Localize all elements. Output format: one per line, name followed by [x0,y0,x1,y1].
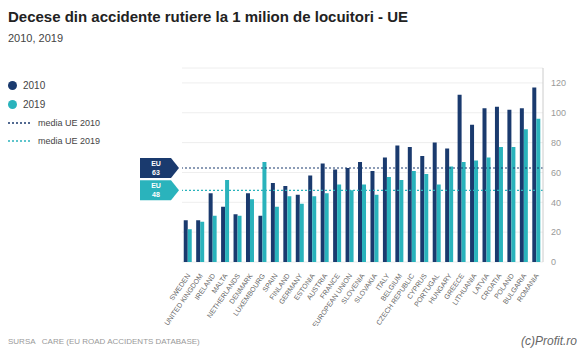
html-text:2010, 2019: 2010, 2019 [8,32,64,44]
svg-text:NETHERLANDS: NETHERLANDS [205,272,242,319]
svg-text:120: 120 [551,78,566,88]
svg-text:EU: EU [151,160,161,167]
svg-text:ITALY: ITALY [374,272,391,292]
svg-text:IRELAND: IRELAND [193,272,217,302]
svg-text:100: 100 [551,108,566,118]
svg-text:ROMANIA: ROMANIA [516,272,541,303]
svg-text:MALTA: MALTA [210,272,229,295]
html-text:SURSA CARE (EU ROAD ACCIDENTS: SURSA CARE (EU ROAD ACCIDENTS DATABASE) [8,337,200,346]
svg-text:CROATIA: CROATIA [479,272,503,302]
svg-text:HUNGARY: HUNGARY [427,272,453,305]
html-text:(c)Profit.ro: (c)Profit.ro [521,334,577,348]
svg-text:LUXEMBOURG: LUXEMBOURG [232,272,266,317]
svg-text:AUSTRIA: AUSTRIA [305,272,329,302]
svg-text:SLOVAKIA: SLOVAKIA [352,272,379,305]
svg-text:CYPRUS: CYPRUS [405,272,428,301]
svg-text:48: 48 [152,191,160,198]
svg-text:FRANCE: FRANCE [318,272,341,300]
svg-text:0: 0 [551,257,556,267]
svg-text:BULGARIA: BULGARIA [501,272,528,306]
svg-text:40: 40 [551,198,561,208]
svg-text:GERMANY: GERMANY [277,272,304,306]
svg-text:LITHUANIA: LITHUANIA [451,272,478,307]
html-text:2010: 2010 [23,80,46,91]
html-text:media UE 2019: media UE 2019 [38,136,100,146]
svg-text:63: 63 [152,169,160,176]
svg-text:20: 20 [551,227,561,237]
html-text:2019: 2019 [23,99,46,110]
svg-text:DENMARK: DENMARK [227,272,254,305]
svg-text:BELGIUM: BELGIUM [379,272,404,303]
svg-text:LATVIA: LATVIA [471,272,491,296]
svg-text:SLOVENIA: SLOVENIA [340,272,366,305]
svg-text:SPAIN: SPAIN [261,272,279,294]
svg-text:POLAND: POLAND [492,272,516,300]
html-text:Decese din accidente rutiere l: Decese din accidente rutiere la 1 milion… [8,8,409,25]
svg-text:SWEDEN: SWEDEN [168,272,192,302]
svg-text:ESTONIA: ESTONIA [292,272,316,302]
svg-text:PORTUGAL: PORTUGAL [412,272,441,308]
svg-text:80: 80 [551,138,561,148]
svg-text:60: 60 [551,168,561,178]
html-text:media UE 2010: media UE 2010 [38,118,100,128]
svg-text:GREECE: GREECE [442,272,466,301]
svg-text:FINLAND: FINLAND [268,272,292,301]
svg-text:EU: EU [151,182,161,189]
